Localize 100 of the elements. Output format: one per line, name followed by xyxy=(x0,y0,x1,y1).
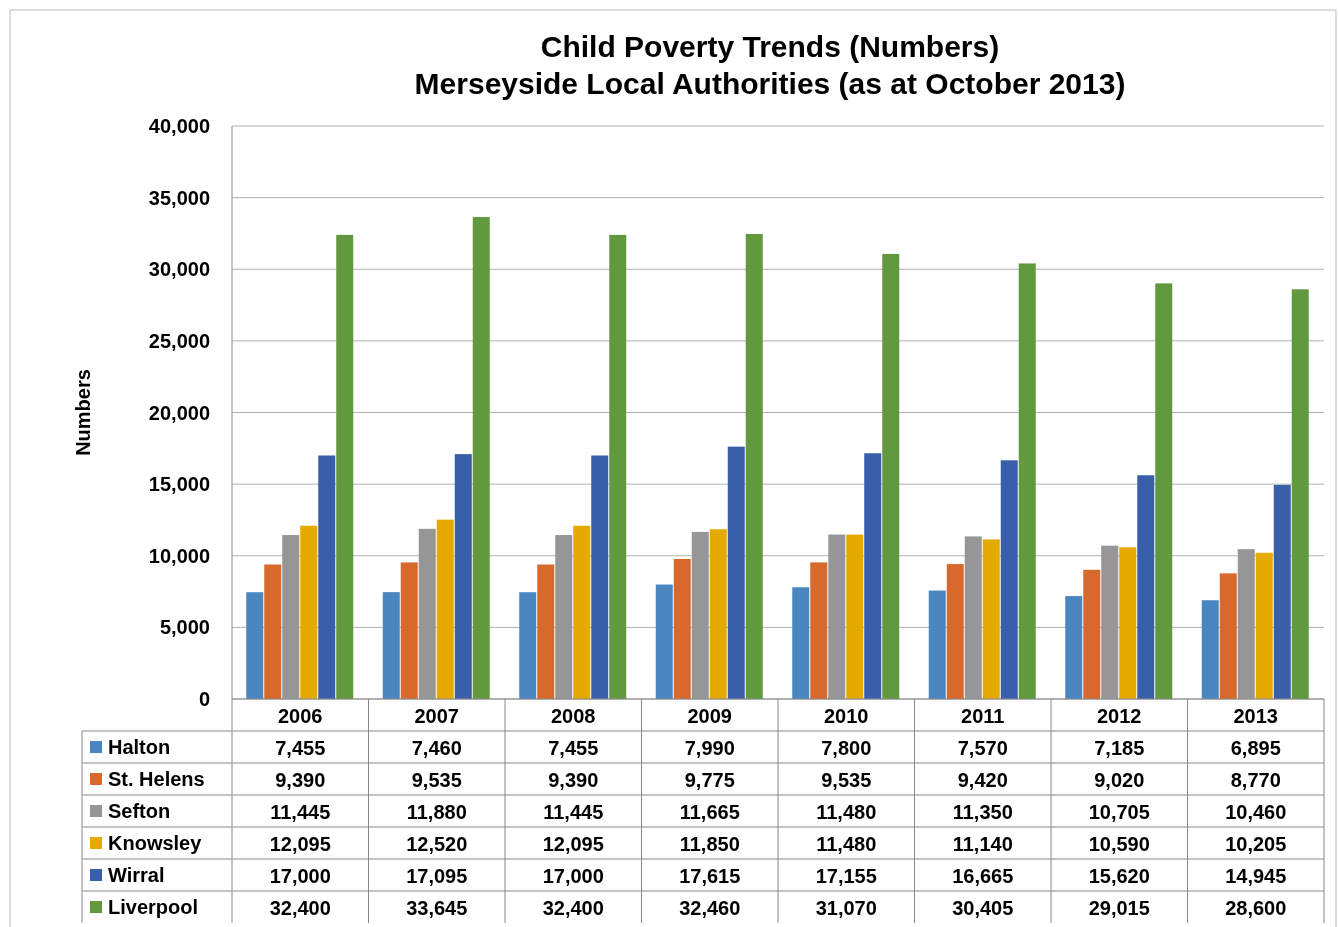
bar xyxy=(1018,263,1036,699)
data-label: 11,350 xyxy=(952,801,1013,823)
data-label: 11,445 xyxy=(270,801,331,823)
bar xyxy=(1255,552,1273,699)
bar xyxy=(673,558,691,699)
data-label: 15,620 xyxy=(1088,865,1150,887)
bar xyxy=(792,587,810,699)
x-tick-label: 2007 xyxy=(414,705,459,727)
bar xyxy=(519,592,537,699)
data-label: 10,590 xyxy=(1088,833,1150,855)
bar xyxy=(318,455,336,699)
bar xyxy=(1101,545,1119,699)
data-label: 9,390 xyxy=(275,769,326,791)
bar xyxy=(537,564,555,699)
bar xyxy=(1065,596,1083,699)
data-label: 33,645 xyxy=(406,897,468,919)
data-label: 6,895 xyxy=(1230,737,1281,759)
bar xyxy=(982,539,1000,699)
y-tick-label: 10,000 xyxy=(148,544,210,567)
bar xyxy=(691,531,709,699)
bar xyxy=(573,525,591,699)
data-label: 7,570 xyxy=(957,737,1008,759)
chart-subtitle: Merseyside Local Authorities (as at October 2013) xyxy=(414,67,1126,100)
data-label: 11,880 xyxy=(406,801,467,823)
data-label: 9,390 xyxy=(548,769,599,791)
y-tick-label: 40,000 xyxy=(148,115,210,137)
x-tick-label: 2008 xyxy=(551,705,596,727)
bar xyxy=(946,564,964,699)
data-label: 9,020 xyxy=(1094,769,1145,791)
data-label: 12,095 xyxy=(542,833,604,855)
bar xyxy=(1291,289,1309,699)
data-label: 11,850 xyxy=(679,833,740,855)
x-tick-label: 2011 xyxy=(961,705,1005,727)
x-tick-label: 2010 xyxy=(824,705,869,727)
bar xyxy=(282,535,300,699)
legend-label: Sefton xyxy=(108,800,171,822)
y-tick-label: 30,000 xyxy=(148,258,210,281)
data-label: 17,095 xyxy=(406,865,468,887)
data-label: 10,460 xyxy=(1225,801,1287,823)
bar xyxy=(1137,475,1155,699)
data-label: 12,520 xyxy=(406,833,468,855)
chart-title: Child Poverty Trends (Numbers) xyxy=(540,30,1000,63)
legend-label: Halton xyxy=(108,736,171,758)
data-label: 7,455 xyxy=(548,737,599,759)
bar xyxy=(1083,569,1101,699)
bar xyxy=(555,535,573,699)
data-label: 11,140 xyxy=(952,833,1013,855)
bar xyxy=(400,562,418,699)
data-label: 12,095 xyxy=(269,833,331,855)
data-label: 7,185 xyxy=(1094,737,1145,759)
legend-label: St. Helens xyxy=(108,768,205,790)
legend-label: Knowsley xyxy=(108,832,203,854)
bar xyxy=(300,525,318,699)
legend-label: Wirral xyxy=(108,864,165,886)
y-tick-label: 25,000 xyxy=(148,329,210,352)
bar xyxy=(655,584,673,699)
data-label: 16,665 xyxy=(952,865,1014,887)
data-label: 9,535 xyxy=(821,769,872,791)
bar xyxy=(382,592,400,699)
x-tick-label: 2006 xyxy=(278,705,323,727)
y-tick-label: 5,000 xyxy=(159,616,210,639)
x-tick-label: 2013 xyxy=(1233,705,1278,727)
data-label: 28,600 xyxy=(1225,897,1287,919)
bar xyxy=(727,446,745,699)
bar xyxy=(472,217,490,699)
data-label: 30,405 xyxy=(952,897,1014,919)
y-tick-label: 35,000 xyxy=(148,186,210,209)
y-tick-label: 20,000 xyxy=(148,401,210,424)
data-label: 32,400 xyxy=(269,897,331,919)
bar xyxy=(1201,600,1219,699)
data-label: 14,945 xyxy=(1225,865,1287,887)
bar xyxy=(1237,549,1255,699)
bar xyxy=(1219,573,1237,699)
bar xyxy=(1273,484,1291,699)
data-label: 11,480 xyxy=(816,801,877,823)
y-tick-label: 15,000 xyxy=(148,473,210,496)
bar xyxy=(745,234,763,699)
bar xyxy=(1119,547,1137,699)
data-label: 8,770 xyxy=(1230,769,1281,791)
data-label: 9,420 xyxy=(957,769,1008,791)
y-tick-label: 0 xyxy=(198,688,210,710)
data-label: 7,455 xyxy=(275,737,326,759)
legend-label: Liverpool xyxy=(108,896,199,918)
data-label: 17,000 xyxy=(542,865,604,887)
bar xyxy=(864,453,882,699)
data-label: 10,705 xyxy=(1088,801,1150,823)
bar xyxy=(882,253,900,699)
bar xyxy=(609,234,627,699)
bar xyxy=(928,590,946,699)
data-label: 17,155 xyxy=(815,865,877,887)
bar xyxy=(591,455,609,699)
data-label: 17,615 xyxy=(679,865,741,887)
data-label: 7,800 xyxy=(821,737,872,759)
data-label: 17,000 xyxy=(269,865,331,887)
data-label: 31,070 xyxy=(815,897,877,919)
data-label: 11,445 xyxy=(543,801,604,823)
bar xyxy=(264,564,282,699)
x-tick-label: 2009 xyxy=(687,705,732,727)
data-label: 29,015 xyxy=(1088,897,1150,919)
data-label: 32,460 xyxy=(679,897,741,919)
